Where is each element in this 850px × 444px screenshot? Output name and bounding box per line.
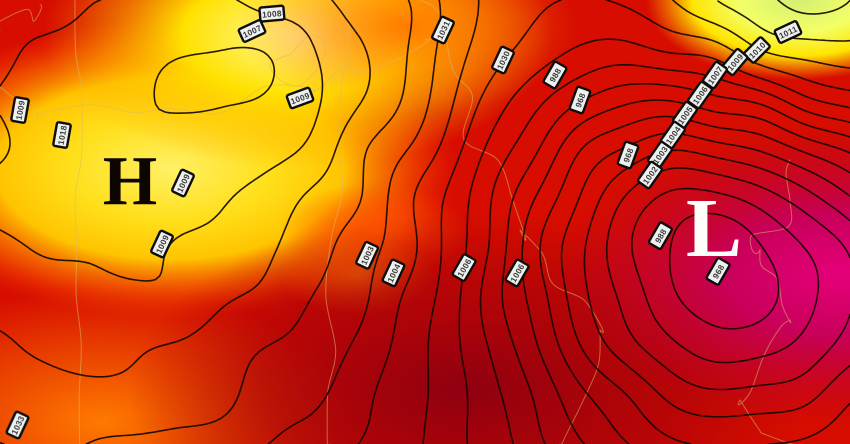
svg-text:L: L bbox=[686, 182, 739, 275]
svg-text:H: H bbox=[103, 143, 157, 220]
svg-text:1008: 1008 bbox=[262, 8, 283, 20]
